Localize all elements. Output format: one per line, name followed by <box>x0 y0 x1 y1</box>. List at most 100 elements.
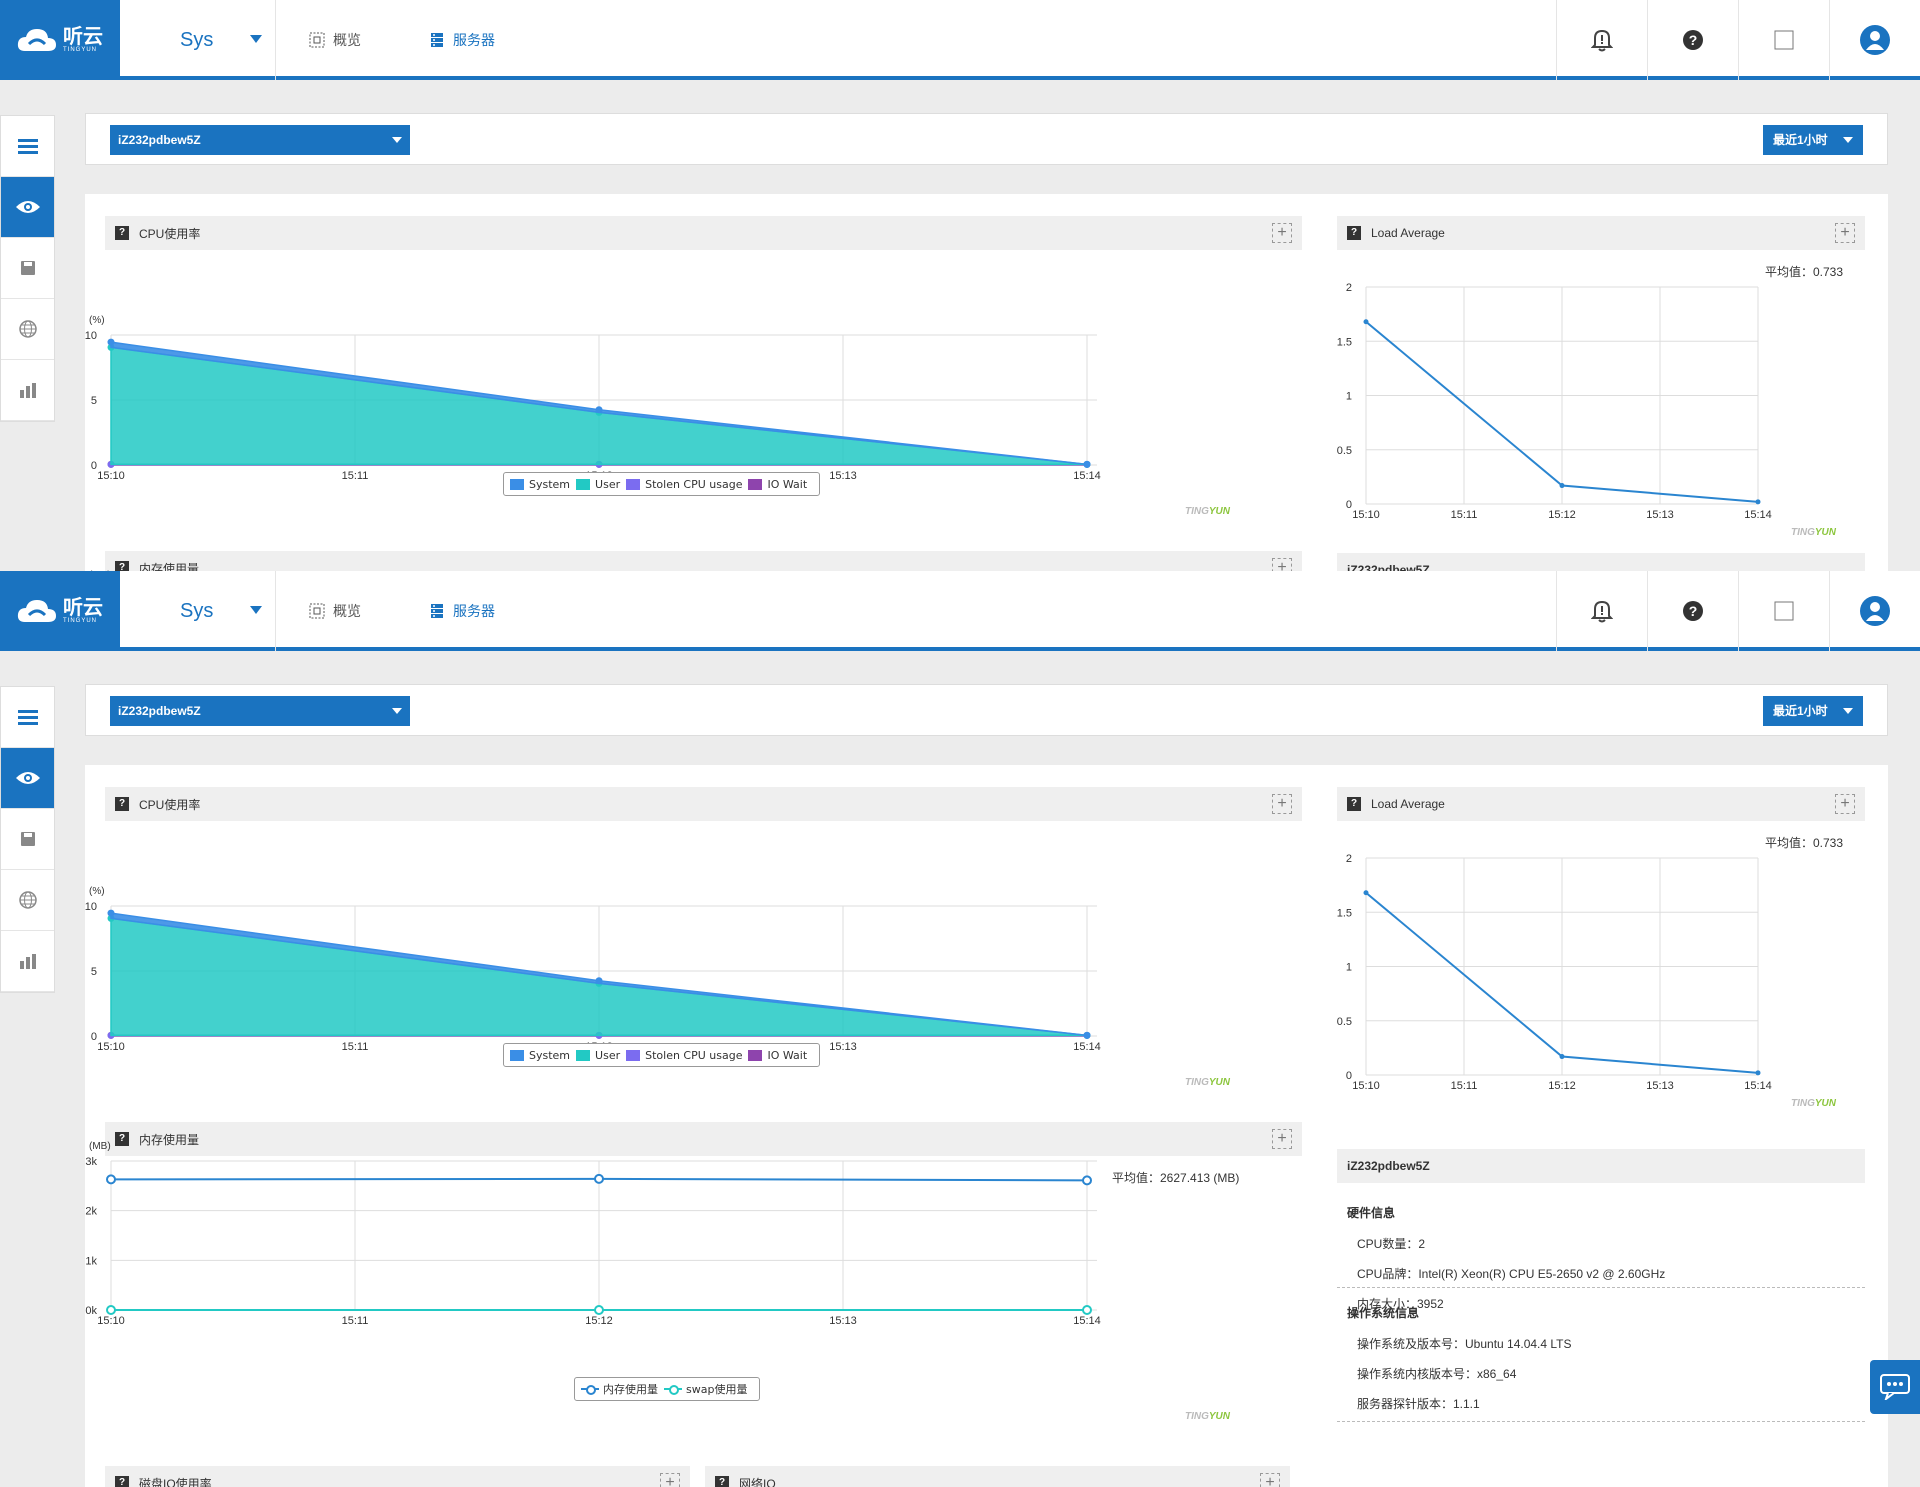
data-point <box>106 1174 116 1185</box>
top-navbar: 听云 TINGYUN Sys 概览 服务器 <box>0 0 1920 80</box>
add-to-dashboard-button[interactable]: + <box>1272 794 1292 814</box>
help-icon[interactable]: ? <box>1347 226 1361 240</box>
tingyun-logo[interactable]: 听云 TINGYUN <box>0 571 120 651</box>
app-selector[interactable]: Sys <box>120 0 276 80</box>
nav-overview[interactable]: 概览 <box>309 0 361 80</box>
sidebar-menu-toggle[interactable] <box>1 687 54 748</box>
data-point <box>1083 460 1091 468</box>
load-chart-svg: 0 0.5 1 1.5 2 15:10 15:11 15:12 15:13 15:14 <box>1337 853 1772 1092</box>
legend-item-system[interactable]: System <box>510 478 570 491</box>
legend-item-memory[interactable]: 内存使用量 <box>581 1381 658 1397</box>
help-icon[interactable]: ? <box>1347 797 1361 811</box>
add-to-dashboard-button[interactable]: + <box>1272 558 1292 571</box>
legend-item-iowait[interactable]: IO Wait <box>748 1049 807 1062</box>
os-version: 操作系统及版本号：Ubuntu 14.04.4 LTS <box>1357 1337 1572 1351</box>
user-button[interactable] <box>1829 0 1919 80</box>
alerts-button[interactable] <box>1556 571 1646 651</box>
svg-text:?: ? <box>1688 603 1697 619</box>
x-tick-label: 15:10 <box>1352 1080 1380 1092</box>
y-tick-label: 1 <box>1346 962 1352 974</box>
nav-servers[interactable]: 服务器 <box>429 571 495 651</box>
sidebar-item-network[interactable] <box>1 299 54 360</box>
memory-card-header: ? 内存使用量 + <box>105 551 1302 571</box>
cpu-card-title: CPU使用率 <box>139 797 201 812</box>
legend-item-user[interactable]: User <box>576 478 620 491</box>
legend-item-user[interactable]: User <box>576 1049 620 1062</box>
host-select[interactable]: iZ232pdbew5Z <box>110 125 410 155</box>
sidebar-menu-toggle[interactable] <box>1 116 54 177</box>
legend-item-stolen[interactable]: Stolen CPU usage <box>626 478 742 491</box>
sidebar-item-overview[interactable] <box>1 748 54 809</box>
tingyun-logo[interactable]: 听云 TINGYUN <box>0 0 120 80</box>
legend-item-iowait[interactable]: IO Wait <box>748 478 807 491</box>
svg-text:?: ? <box>1688 32 1697 48</box>
question-icon: ? <box>1682 30 1703 50</box>
chat-support-button[interactable] <box>1870 1360 1920 1414</box>
load-card-title: Load Average <box>1371 226 1445 240</box>
x-tick-label: 15:13 <box>1646 509 1674 521</box>
x-tick-label: 15:14 <box>1073 1041 1101 1053</box>
add-to-dashboard-button[interactable]: + <box>1272 1129 1292 1149</box>
sidebar-item-processes[interactable] <box>1 360 54 421</box>
add-to-dashboard-button[interactable]: + <box>1260 1473 1280 1487</box>
help-icon[interactable]: ? <box>715 1476 729 1487</box>
help-button[interactable]: ? <box>1647 571 1737 651</box>
add-to-dashboard-button[interactable]: + <box>1835 794 1855 814</box>
add-to-dashboard-button[interactable]: + <box>660 1473 680 1487</box>
language-button[interactable] <box>1738 0 1828 80</box>
memory-card-title: 内存使用量 <box>139 561 200 572</box>
nav-overview[interactable]: 概览 <box>309 571 361 651</box>
help-button[interactable]: ? <box>1647 0 1737 80</box>
hardware-info-header: 硬件信息 <box>1347 1206 1396 1220</box>
legend-item-stolen[interactable]: Stolen CPU usage <box>626 1049 742 1062</box>
data-point <box>594 1305 604 1315</box>
help-icon[interactable]: ? <box>115 1132 129 1146</box>
load-chart-svg: 0 0.5 1 1.5 2 15:10 15:11 15:12 15:13 15:14 <box>1337 282 1772 521</box>
legend-item-swap[interactable]: swap使用量 <box>664 1381 747 1397</box>
screenshot-bottom-viewport: 听云 TINGYUN Sys 概览 服务器 <box>0 571 1920 1487</box>
user-button[interactable] <box>1829 571 1919 651</box>
memory-size: 内存大小：3952 <box>1357 1297 1444 1311</box>
cpu-area-system <box>110 341 1088 466</box>
disk-icon <box>20 832 35 846</box>
help-icon[interactable]: ? <box>115 1476 129 1487</box>
y-tick-label: 5 <box>91 966 97 978</box>
time-range-value: 最近1小时 <box>1773 133 1828 147</box>
x-tick-label: 15:14 <box>1744 1080 1772 1092</box>
y-tick-label: 5 <box>91 395 97 407</box>
data-point <box>594 1173 604 1184</box>
cpu-legend: System User Stolen CPU usage IO Wait <box>503 472 821 496</box>
time-range-select[interactable]: 最近1小时 <box>1763 696 1863 726</box>
y-axis-label: (MB) <box>89 1141 111 1152</box>
add-to-dashboard-button[interactable]: + <box>1835 223 1855 243</box>
sidebar-item-processes[interactable] <box>1 931 54 992</box>
x-tick-label: 15:10 <box>1352 509 1380 521</box>
sidebar-item-network[interactable] <box>1 870 54 931</box>
sidebar-item-disk[interactable] <box>1 809 54 870</box>
x-tick-label: 15:10 <box>97 1315 125 1327</box>
data-point <box>1755 499 1761 505</box>
network-io-card-title: 网络IO <box>739 1476 776 1487</box>
nav-overview-label: 概览 <box>333 603 361 619</box>
globe-icon <box>18 891 37 909</box>
language-button[interactable] <box>1738 571 1828 651</box>
app-selector[interactable]: Sys <box>120 571 276 651</box>
time-range-select[interactable]: 最近1小时 <box>1763 125 1863 155</box>
help-icon[interactable]: ? <box>115 797 129 811</box>
filter-bar: iZ232pdbew5Z 最近1小时 <box>85 684 1888 736</box>
nav-servers[interactable]: 服务器 <box>429 0 495 80</box>
help-icon[interactable]: ? <box>115 561 129 571</box>
data-point <box>1755 1070 1761 1076</box>
host-select[interactable]: iZ232pdbew5Z <box>110 696 410 726</box>
data-point <box>595 977 603 985</box>
sidebar-item-disk[interactable] <box>1 238 54 299</box>
alerts-button[interactable] <box>1556 0 1646 80</box>
add-to-dashboard-button[interactable]: + <box>1272 223 1292 243</box>
sidebar-item-overview[interactable] <box>1 177 54 238</box>
legend-item-system[interactable]: System <box>510 1049 570 1062</box>
filter-bar: iZ232pdbew5Z 最近1小时 <box>85 113 1888 165</box>
help-icon[interactable]: ? <box>115 226 129 240</box>
